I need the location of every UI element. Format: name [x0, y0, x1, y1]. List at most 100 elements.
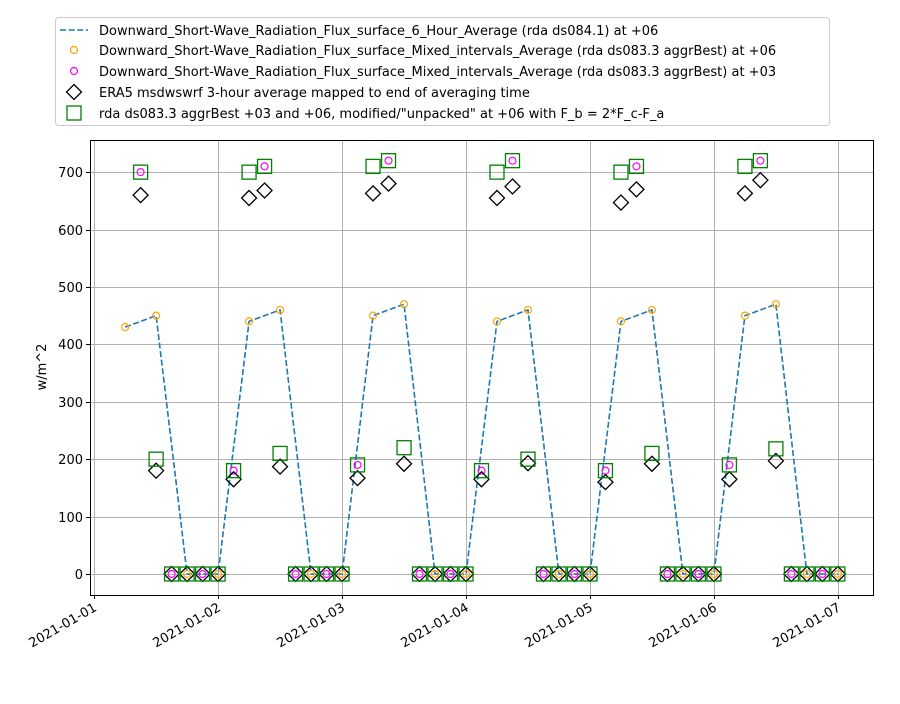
circle-marker — [260, 162, 269, 171]
square-marker — [210, 566, 226, 582]
diamond-marker — [225, 470, 243, 488]
square-marker — [644, 445, 660, 462]
legend-label: Downward_Short-Wave_Radiation_Flux_surfa… — [99, 44, 776, 59]
legend-label: ERA5 msdwswrf 3-hour average mapped to e… — [99, 86, 530, 101]
y-tick-label: 500 — [58, 281, 83, 296]
square-marker — [132, 164, 149, 180]
square-marker — [752, 153, 769, 169]
x-tick-label: 2021-01-07 — [771, 600, 844, 651]
series-1 — [121, 300, 842, 579]
diamond-marker — [132, 186, 150, 204]
circle-marker — [213, 569, 223, 579]
series-0 — [124, 303, 838, 575]
circle-marker — [616, 317, 626, 326]
square-marker — [194, 566, 211, 582]
square-marker — [318, 566, 335, 582]
y-tick-label: 0 — [75, 568, 83, 583]
diamond-marker — [597, 473, 614, 491]
square-marker — [225, 463, 242, 479]
circle-marker — [756, 156, 765, 165]
square-marker — [303, 566, 319, 582]
square-marker — [442, 566, 459, 582]
circle-marker — [663, 569, 672, 579]
circle-marker — [632, 162, 641, 171]
circle-marker — [818, 569, 827, 579]
circle-marker — [399, 300, 409, 309]
diamond-marker — [488, 189, 506, 207]
diamond-marker — [411, 565, 428, 583]
diamond-marker — [364, 184, 382, 202]
square-marker — [489, 164, 505, 180]
square-marker — [690, 566, 707, 582]
circle-marker — [167, 569, 176, 579]
circle-marker — [183, 569, 192, 579]
diamond-marker — [395, 455, 413, 473]
x-tick-label: 2021-01-02 — [151, 600, 224, 651]
diamond-marker — [519, 454, 537, 472]
square-marker — [179, 566, 195, 582]
legend-box — [55, 17, 830, 126]
circle-marker — [725, 460, 734, 470]
circle-marker — [136, 168, 145, 177]
square-marker — [566, 566, 583, 582]
circle-marker — [322, 569, 331, 579]
square-marker — [380, 153, 397, 169]
legend-circle-icon — [69, 45, 79, 55]
diamond-marker — [767, 452, 785, 470]
diamond-marker — [612, 194, 630, 211]
square-marker — [163, 566, 180, 582]
square-marker — [396, 440, 412, 456]
square-marker — [148, 451, 164, 467]
square-marker — [272, 445, 288, 462]
square-marker — [721, 457, 738, 473]
diamond-marker — [240, 189, 258, 207]
circle-marker — [244, 317, 254, 326]
legend-circle-icon — [69, 66, 79, 76]
diamond-marker — [349, 469, 366, 487]
series-4 — [132, 153, 846, 582]
circle-marker — [740, 311, 750, 320]
diamond-marker — [473, 470, 490, 488]
square-marker — [241, 164, 257, 180]
circle-marker — [306, 569, 316, 579]
axes-frame — [90, 140, 874, 596]
diamond-marker — [287, 565, 304, 583]
legend-label: Downward_Short-Wave_Radiation_Flux_surfa… — [99, 65, 776, 80]
y-tick-label: 200 — [58, 453, 83, 468]
diamond-marker — [628, 180, 645, 198]
diamond-marker — [504, 178, 521, 195]
circle-marker — [368, 311, 378, 320]
circle-marker — [802, 569, 811, 579]
square-marker — [535, 566, 552, 582]
circle-marker — [554, 569, 564, 579]
circle-marker — [694, 569, 703, 579]
diamond-marker — [782, 565, 800, 583]
square-marker — [830, 566, 846, 582]
circle-marker — [477, 466, 486, 475]
circle-marker — [647, 305, 657, 315]
legend: Downward_Short-Wave_Radiation_Flux_surfa… — [55, 17, 830, 126]
y-tick-label: 700 — [58, 166, 83, 181]
circle-marker — [446, 569, 455, 579]
circle-marker — [430, 569, 440, 579]
circle-marker — [152, 311, 161, 320]
circle-marker — [461, 569, 471, 579]
diamond-marker — [659, 565, 676, 583]
diamond-marker — [380, 175, 397, 193]
circle-marker — [415, 569, 424, 579]
y-tick-label: 400 — [58, 338, 83, 353]
y-tick-label: 300 — [58, 396, 83, 411]
square-marker — [799, 566, 815, 582]
diamond-marker — [736, 184, 754, 202]
plot-area — [121, 153, 847, 583]
square-marker — [349, 457, 366, 473]
circle-marker — [833, 569, 842, 579]
grid — [90, 140, 873, 595]
square-marker — [411, 566, 428, 582]
circle-marker — [508, 156, 517, 165]
series-line — [124, 303, 838, 575]
circle-marker — [198, 569, 207, 579]
square-marker — [504, 153, 521, 169]
legend-diamond-icon — [65, 83, 83, 101]
